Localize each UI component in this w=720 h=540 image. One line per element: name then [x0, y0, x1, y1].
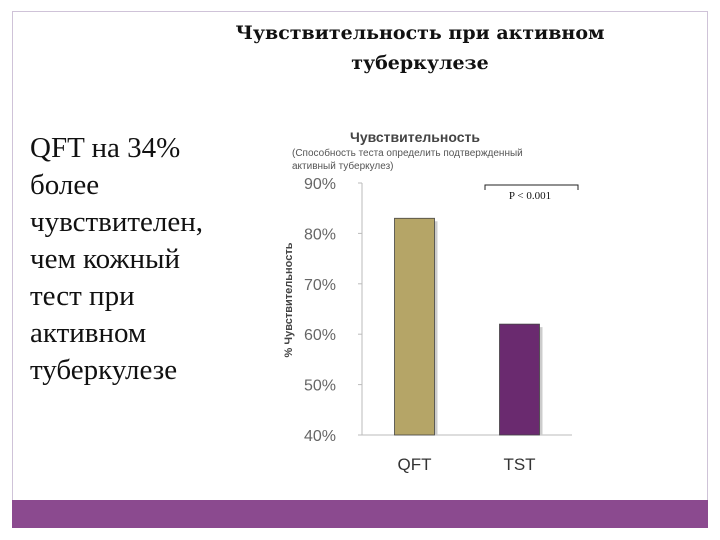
body-line: чувствителен, [30, 206, 204, 238]
slide-title: Чувствительность при активном туберкулез… [200, 18, 640, 78]
slide-title-line-1: Чувствительность при активном [235, 22, 605, 44]
p-value-bracket [484, 184, 579, 190]
y-tick-label: 70% [304, 277, 336, 294]
bottom-accent-bar [12, 500, 708, 528]
chart-subtitle-line-1: (Способность теста определить подтвержде… [292, 147, 523, 159]
qft-bar [394, 217, 435, 436]
x-tick-label: TST [503, 455, 535, 474]
slide-title-line-2: туберкулезе [351, 52, 489, 74]
tst-bar [499, 323, 540, 436]
x-tick-label: QFT [398, 455, 432, 474]
body-line: тест при [30, 280, 135, 312]
y-tick-label: 90% [304, 176, 336, 193]
body-line: QFT на 34% [30, 132, 181, 164]
body-text: QFT на 34% более чувствителен, чем кожны… [30, 130, 270, 389]
y-tick-label: 40% [304, 428, 336, 445]
chart-title: Чувствительность [350, 129, 480, 145]
y-tick-label: 50% [304, 378, 336, 395]
y-tick-label: 80% [304, 226, 336, 243]
body-line: туберкулезе [30, 354, 178, 386]
chart-subtitle-line-2: активный туберкулез) [292, 160, 394, 172]
p-value-label: P < 0.001 [509, 190, 551, 202]
y-axis-label: % Чувствительность [283, 242, 295, 357]
body-line: чем кожный [30, 243, 181, 275]
x-tick-labels: QFT TST [398, 455, 536, 474]
y-tick-label: 60% [304, 327, 336, 344]
body-line: более [30, 169, 100, 201]
y-tick-labels: 90% 80% 70% 60% 50% 40% [304, 176, 336, 445]
body-line: активном [30, 317, 147, 349]
p-value-annotation: P < 0.001 [484, 184, 579, 202]
chart-bars [394, 217, 543, 436]
